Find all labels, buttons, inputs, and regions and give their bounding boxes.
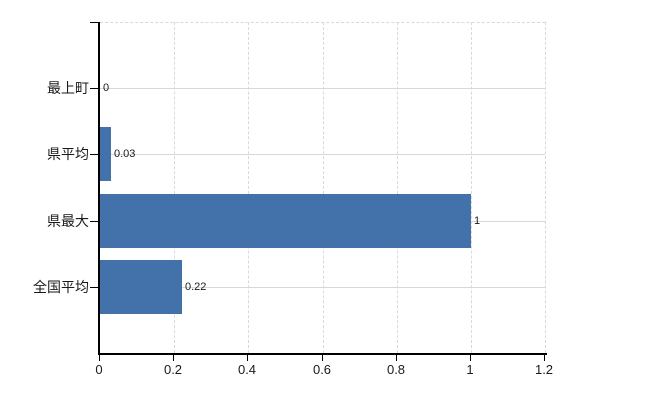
bar-value-label: 0 <box>103 82 110 94</box>
x-axis-tick-label: 0.8 <box>386 362 406 377</box>
gridline-vertical <box>545 22 546 353</box>
category-label: 県平均 <box>47 146 89 162</box>
gridline-horizontal <box>100 287 545 288</box>
gridline-horizontal <box>100 154 545 155</box>
bar-value-label: 0.22 <box>185 281 207 293</box>
x-axis-tick-label: 0.6 <box>312 362 332 377</box>
x-axis-tick-label: 0 <box>95 362 103 377</box>
bar <box>100 127 111 181</box>
category-label: 県最大 <box>47 213 89 229</box>
y-axis-tick <box>90 154 98 155</box>
bar <box>100 194 471 248</box>
category-label: 最上町 <box>47 80 89 96</box>
x-axis-tick-label: 1.2 <box>534 362 554 377</box>
x-axis-tick <box>396 355 397 361</box>
x-axis-tick <box>173 355 174 361</box>
gridline-vertical <box>471 22 472 353</box>
x-axis-tick-label: 0.2 <box>163 362 183 377</box>
y-axis-tick <box>90 88 98 89</box>
y-axis-line <box>98 22 100 355</box>
x-axis-tick <box>322 355 323 361</box>
gridline-horizontal <box>100 88 545 89</box>
x-axis-line <box>98 353 547 355</box>
x-axis-tick <box>247 355 248 361</box>
plot-top-border <box>100 22 545 23</box>
x-axis-tick <box>99 355 100 361</box>
gridline-vertical <box>248 22 249 353</box>
gridline-vertical <box>323 22 324 353</box>
bar <box>100 260 182 314</box>
y-axis-tick <box>90 221 98 222</box>
bar-value-label: 0.03 <box>114 148 136 160</box>
x-axis-tick-label: 1 <box>466 362 474 377</box>
category-label: 全国平均 <box>33 279 89 295</box>
x-axis-tick <box>470 355 471 361</box>
y-axis-tick <box>90 287 98 288</box>
gridline-vertical <box>174 22 175 353</box>
x-axis-tick <box>544 355 545 361</box>
x-axis-tick-label: 0.4 <box>237 362 257 377</box>
bar-value-label: 1 <box>474 215 481 227</box>
gridline-vertical <box>397 22 398 353</box>
y-axis-tick <box>90 22 98 23</box>
